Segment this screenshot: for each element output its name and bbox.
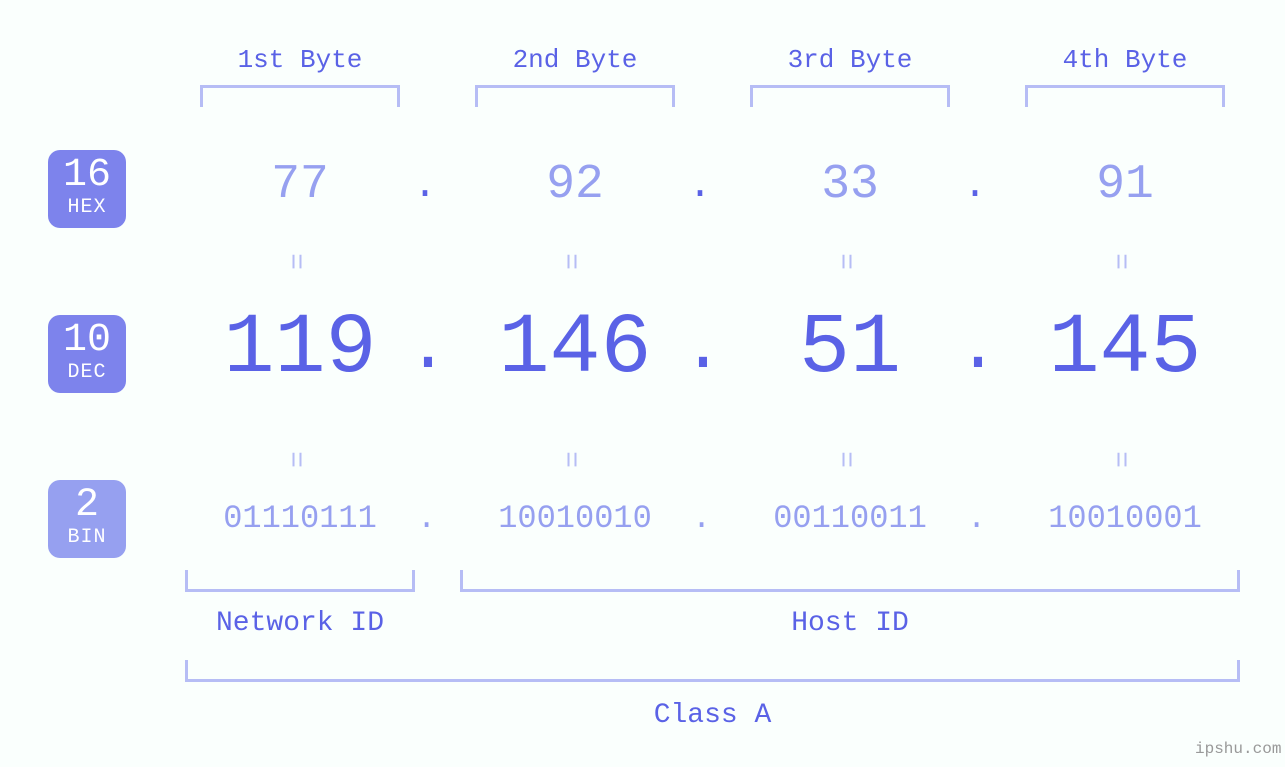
dec-byte-2: 146: [450, 300, 700, 397]
hex-dot-1: .: [413, 164, 437, 209]
eq-dec-bin-4: =: [1104, 451, 1135, 468]
bin-byte-2: 10010010: [450, 500, 700, 537]
byte-header-4: 4th Byte: [1000, 45, 1250, 75]
host-id-bracket: [460, 570, 1240, 592]
byte-header-2: 2nd Byte: [450, 45, 700, 75]
eq-hex-dec-2: =: [554, 253, 585, 270]
badge-hex: 16 HEX: [48, 150, 126, 228]
hex-byte-4: 91: [1000, 158, 1250, 212]
badge-hex-lbl: HEX: [67, 198, 106, 218]
top-bracket-3: [750, 85, 950, 107]
byte-header-1: 1st Byte: [175, 45, 425, 75]
host-id-label: Host ID: [450, 608, 1250, 639]
bin-dot-1: .: [417, 500, 436, 537]
eq-dec-bin-3: =: [829, 451, 860, 468]
badge-dec: 10 DEC: [48, 315, 126, 393]
hex-dot-2: .: [688, 164, 712, 209]
watermark: ipshu.com: [1195, 740, 1281, 758]
byte-header-3: 3rd Byte: [725, 45, 975, 75]
dec-dot-1: .: [407, 310, 449, 389]
top-bracket-2: [475, 85, 675, 107]
eq-dec-bin-2: =: [554, 451, 585, 468]
hex-dot-3: .: [963, 164, 987, 209]
class-bracket: [185, 660, 1240, 682]
dec-byte-4: 145: [1000, 300, 1250, 397]
eq-dec-bin-1: =: [279, 451, 310, 468]
dec-byte-1: 119: [175, 300, 425, 397]
dec-dot-3: .: [957, 310, 999, 389]
dec-dot-2: .: [682, 310, 724, 389]
bin-byte-4: 10010001: [1000, 500, 1250, 537]
hex-byte-2: 92: [450, 158, 700, 212]
bin-dot-3: .: [967, 500, 986, 537]
badge-bin: 2 BIN: [48, 480, 126, 558]
network-id-bracket: [185, 570, 415, 592]
bin-dot-2: .: [692, 500, 711, 537]
top-bracket-1: [200, 85, 400, 107]
eq-hex-dec-3: =: [829, 253, 860, 270]
network-id-label: Network ID: [175, 608, 425, 639]
dec-byte-3: 51: [725, 300, 975, 397]
eq-hex-dec-1: =: [279, 253, 310, 270]
badge-hex-num: 16: [63, 156, 111, 196]
badge-bin-num: 2: [75, 486, 99, 526]
hex-byte-3: 33: [725, 158, 975, 212]
bin-byte-1: 01110111: [175, 500, 425, 537]
badge-dec-num: 10: [63, 321, 111, 361]
eq-hex-dec-4: =: [1104, 253, 1135, 270]
class-label: Class A: [175, 700, 1250, 731]
badge-bin-lbl: BIN: [67, 528, 106, 548]
badge-dec-lbl: DEC: [67, 363, 106, 383]
hex-byte-1: 77: [175, 158, 425, 212]
top-bracket-4: [1025, 85, 1225, 107]
bin-byte-3: 00110011: [725, 500, 975, 537]
